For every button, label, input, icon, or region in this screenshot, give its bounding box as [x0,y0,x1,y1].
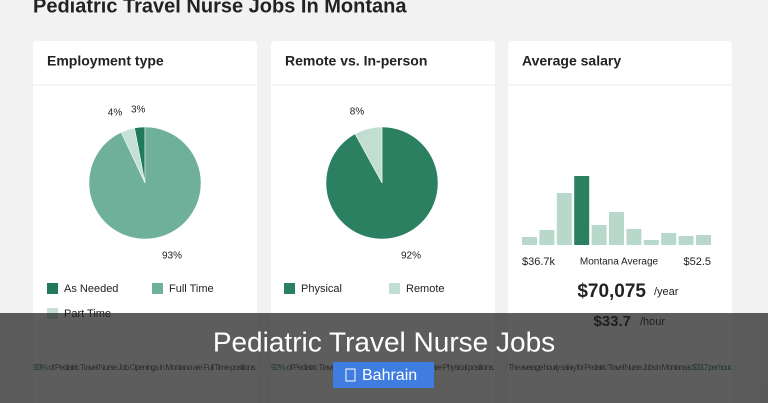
legend-label: Physical [301,283,342,295]
card-title: Average salary [522,53,621,69]
histogram-bar [678,236,694,245]
location-button-label[interactable]: Bahrain [362,367,417,384]
salary-mid: Montana Average [580,257,659,268]
legend-swatch [47,283,58,294]
salary-max: $52.5 [683,256,711,268]
legend-swatch [152,283,163,294]
card-title: Employment type [47,53,164,69]
pie-label: 92% [401,251,421,262]
legend-label: Full Time [169,283,214,295]
pie-slice [120,127,146,184]
location-button[interactable] [333,362,434,388]
pie-label: 93% [162,251,182,262]
pie-label: 4% [108,108,123,119]
year-unit: /year [654,286,679,298]
globe-icon [345,368,356,382]
legend-label: As Needed [64,283,118,295]
pie-label: 3% [131,105,146,116]
histogram-bar [626,229,642,245]
salary-year: $70,075 [577,281,646,302]
histogram-bar [556,193,572,245]
legend-swatch [389,283,400,294]
pie-label: 8% [350,107,365,118]
pie-slice [354,126,383,184]
overlay-title: Pediatric Travel Nurse Jobs [213,326,555,357]
card-title: Remote vs. In-person [285,53,427,69]
legend-swatch [284,283,295,294]
salary-min: $36.7k [522,256,556,268]
histogram-bar [574,176,590,245]
histogram-bar [522,237,537,245]
legend-label: Remote [406,283,445,295]
histogram-bar [609,212,624,245]
page-title: Pediatric Travel Nurse Jobs In Montana [33,0,407,17]
histogram-bar [591,225,607,245]
histogram-bar [696,235,711,245]
histogram-bar [539,230,555,245]
histogram-bar [643,240,659,245]
histogram-bar [661,233,677,245]
